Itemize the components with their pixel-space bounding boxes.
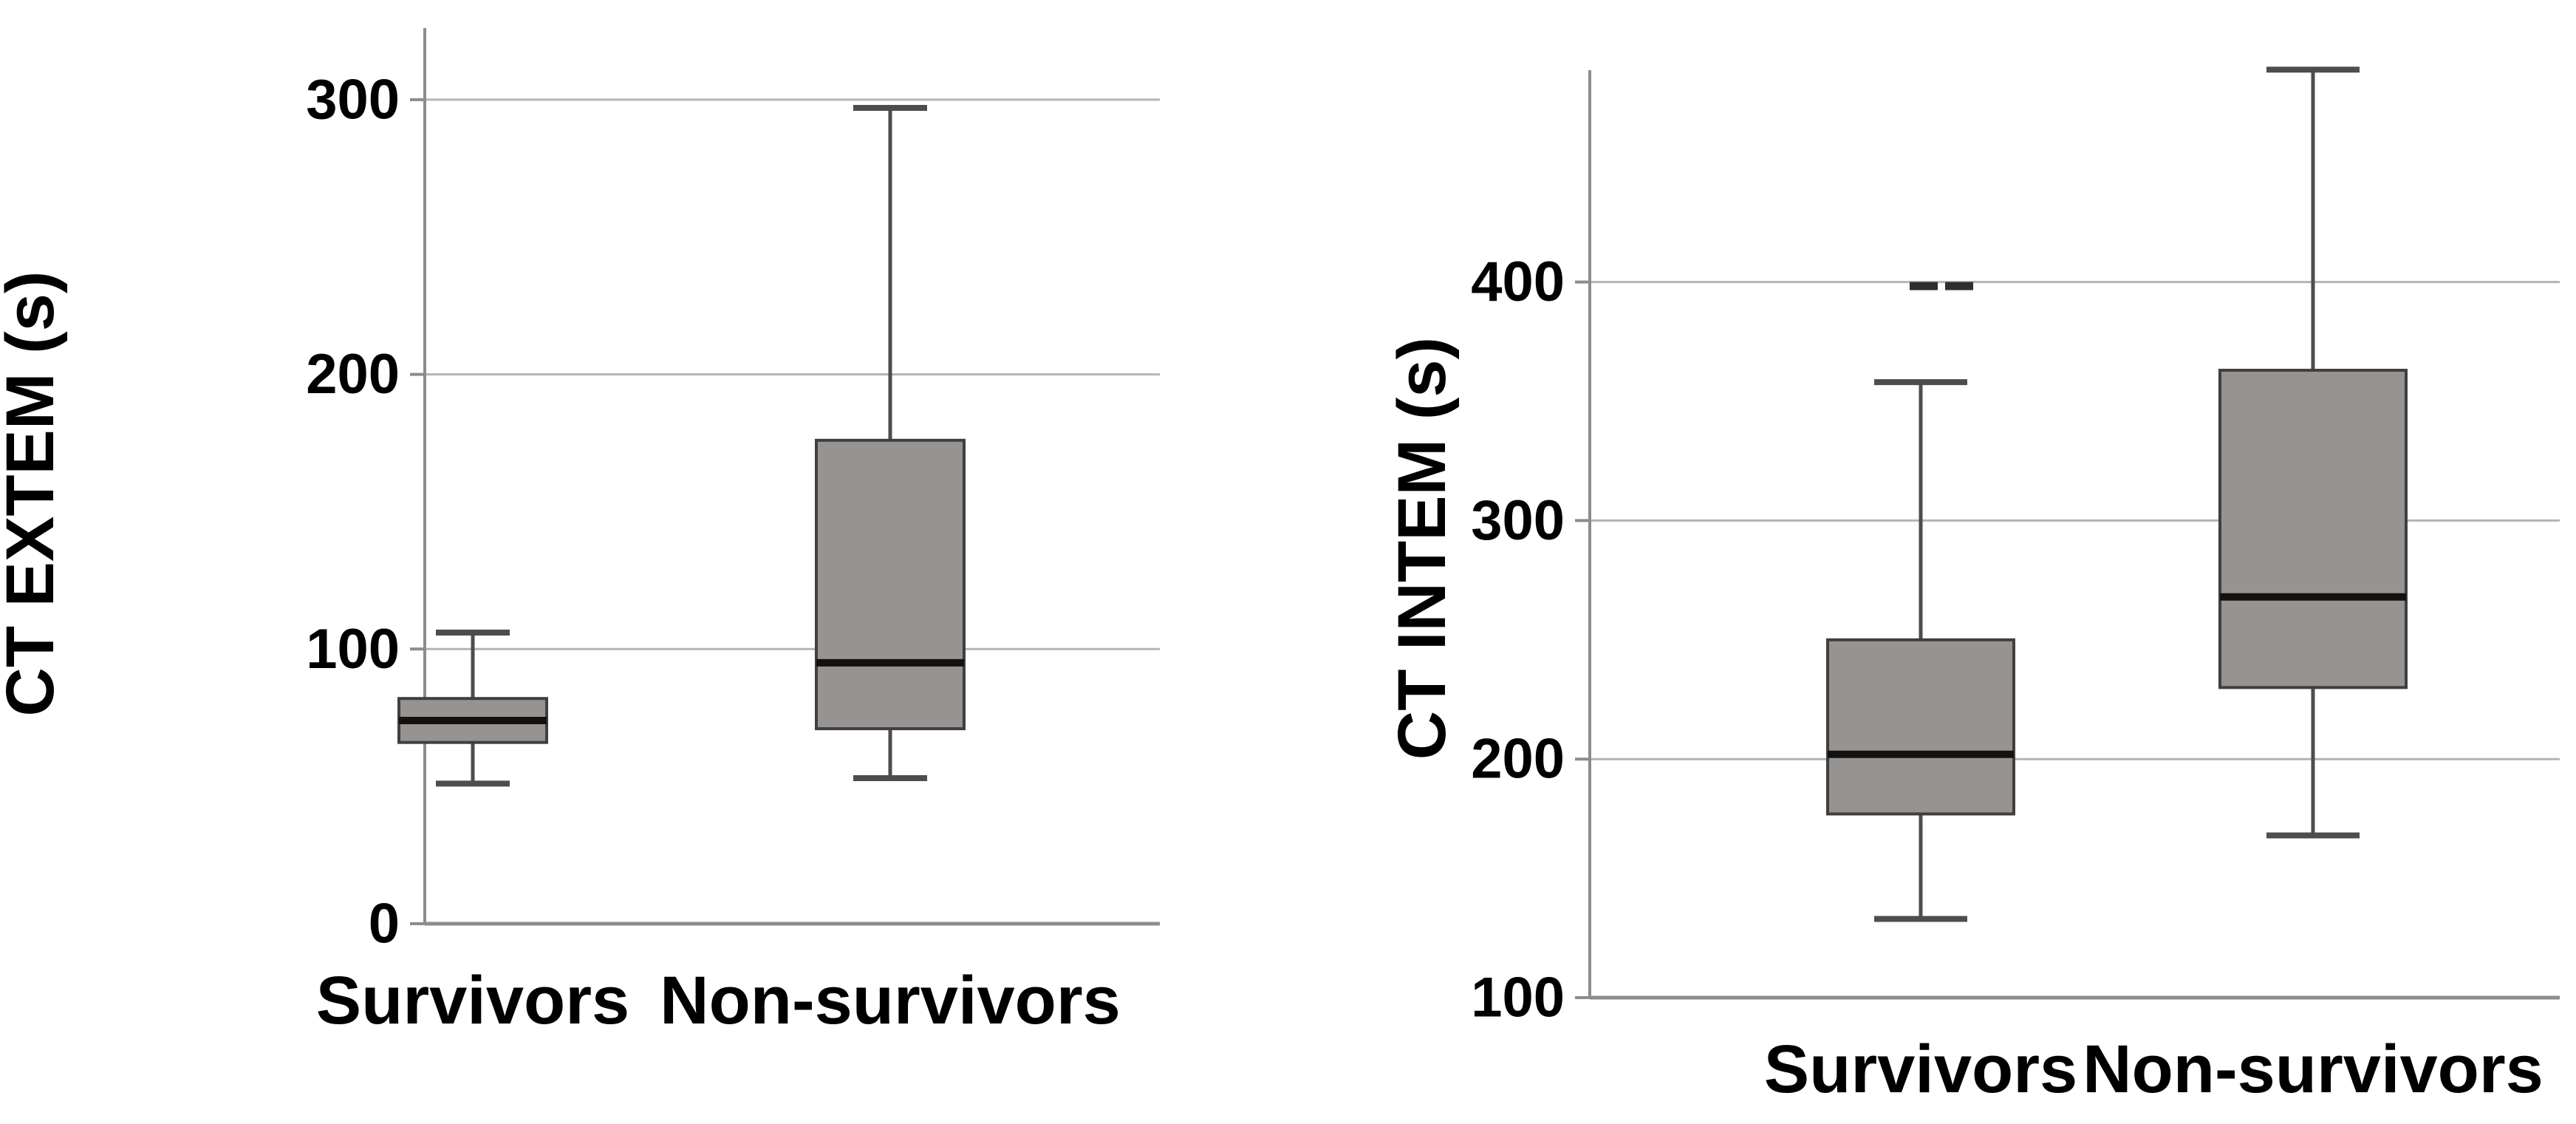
category-label: Survivors — [316, 963, 629, 1038]
y-tick-label: 100 — [1471, 967, 1565, 1029]
y-tick-label: 300 — [1471, 489, 1565, 552]
y-axis-title: CT INTEM (s) — [1384, 337, 1460, 760]
boxplot-chart: 0 100 200 300 Survivors Non-survivors CT EXTEM… — [0, 28, 1160, 1038]
y-tick-label: 200 — [306, 343, 400, 406]
category-label: Non-survivors — [660, 963, 1121, 1038]
iqr-box — [1826, 638, 2015, 816]
outlier-marker — [1910, 282, 1938, 290]
y-tick-label: 100 — [306, 618, 400, 681]
y-tick-label: 0 — [369, 893, 400, 956]
box-group — [2218, 67, 2408, 839]
category-label: Non-survivors — [2083, 1032, 2543, 1107]
box-group — [815, 105, 966, 781]
category-label: Survivors — [1764, 1032, 2077, 1107]
boxplot-chart: 100 200 300 400 Survivors Non-survivors CT INT… — [1384, 67, 2560, 1107]
y-tick-label: 300 — [306, 68, 400, 131]
y-tick-label: 400 — [1471, 251, 1565, 313]
y-axis-title: CT EXTEM (s) — [0, 270, 68, 716]
iqr-box — [815, 438, 966, 731]
iqr-box — [2218, 369, 2408, 689]
y-tick-label: 200 — [1471, 728, 1565, 791]
box-group — [397, 629, 548, 787]
outlier-marker — [1945, 282, 1973, 290]
box-group — [1826, 282, 2015, 922]
